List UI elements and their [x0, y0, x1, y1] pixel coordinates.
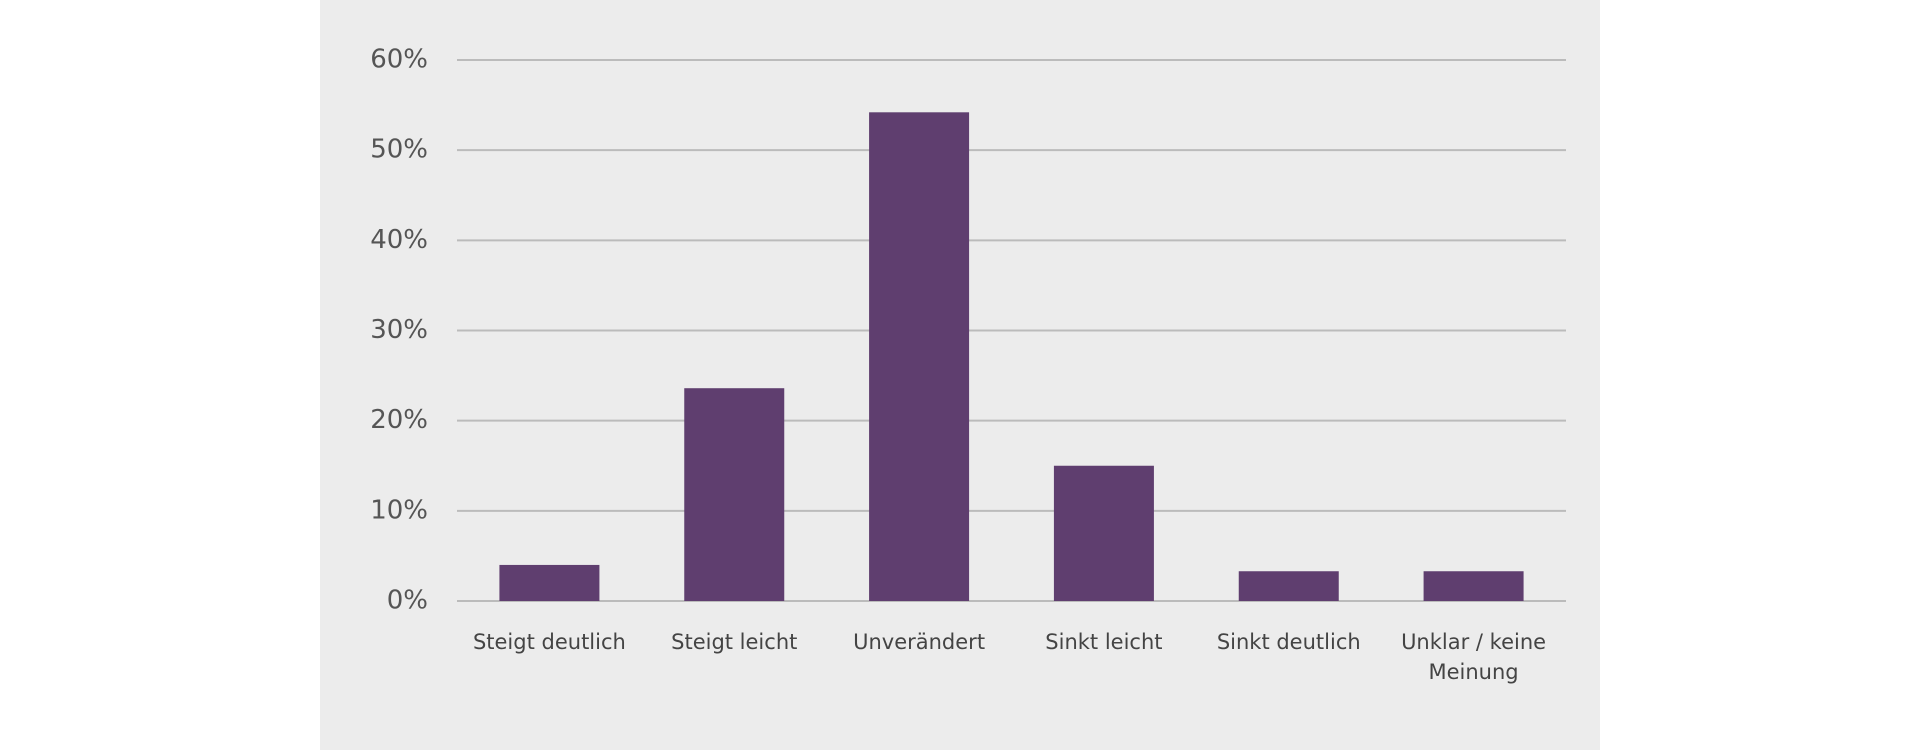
x-tick-label: Steigt leicht: [671, 630, 798, 654]
x-tick-label: Unklar / keine Meinung: [1401, 630, 1547, 684]
bar: [499, 564, 600, 601]
y-tick-label: 50%: [370, 135, 428, 165]
bar: [684, 388, 785, 601]
y-tick-label: 20%: [370, 405, 428, 435]
x-tick-label: Steigt deutlich: [472, 630, 626, 654]
y-tick-label: 30%: [370, 315, 428, 345]
y-tick-label: 60%: [370, 45, 428, 75]
x-tick-label: Sinkt leicht: [1045, 630, 1163, 654]
x-tick-label: Unverändert: [853, 630, 986, 654]
y-tick-label: 40%: [370, 225, 428, 255]
x-tick-label: Sinkt deutlich: [1216, 630, 1361, 654]
y-tick-label: 0%: [387, 586, 428, 616]
bar: [1053, 465, 1154, 601]
bar: [1423, 571, 1524, 601]
bar: [869, 112, 970, 602]
y-tick-label: 10%: [370, 495, 428, 525]
bar: [1238, 571, 1339, 601]
